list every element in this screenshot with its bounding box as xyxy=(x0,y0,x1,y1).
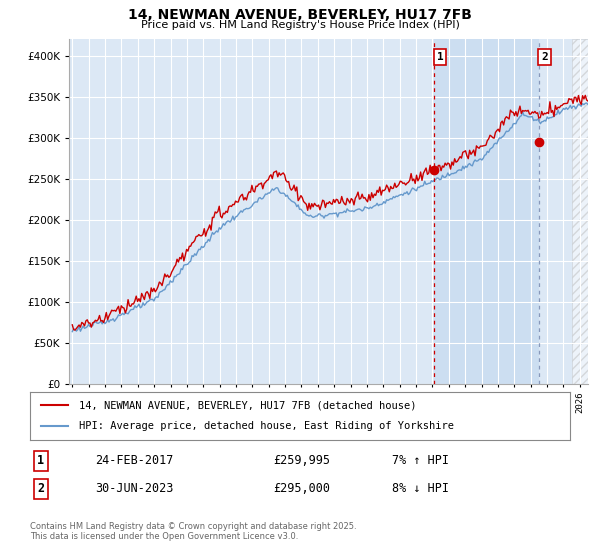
Text: Contains HM Land Registry data © Crown copyright and database right 2025.
This d: Contains HM Land Registry data © Crown c… xyxy=(30,522,356,542)
Text: £259,995: £259,995 xyxy=(273,454,330,467)
Text: £295,000: £295,000 xyxy=(273,482,330,495)
Bar xyxy=(572,39,591,384)
Text: Price paid vs. HM Land Registry's House Price Index (HPI): Price paid vs. HM Land Registry's House … xyxy=(140,20,460,30)
Text: 24-FEB-2017: 24-FEB-2017 xyxy=(95,454,173,467)
Text: 1: 1 xyxy=(37,454,44,467)
Text: 30-JUN-2023: 30-JUN-2023 xyxy=(95,482,173,495)
Text: HPI: Average price, detached house, East Riding of Yorkshire: HPI: Average price, detached house, East… xyxy=(79,421,454,431)
Text: 2: 2 xyxy=(37,482,44,495)
Text: 14, NEWMAN AVENUE, BEVERLEY, HU17 7FB (detached house): 14, NEWMAN AVENUE, BEVERLEY, HU17 7FB (d… xyxy=(79,400,416,410)
Text: 8% ↓ HPI: 8% ↓ HPI xyxy=(392,482,449,495)
Bar xyxy=(434,39,539,384)
Text: 2: 2 xyxy=(541,52,548,62)
Text: 1: 1 xyxy=(437,52,443,62)
Text: 7% ↑ HPI: 7% ↑ HPI xyxy=(392,454,449,467)
Text: 14, NEWMAN AVENUE, BEVERLEY, HU17 7FB: 14, NEWMAN AVENUE, BEVERLEY, HU17 7FB xyxy=(128,8,472,22)
